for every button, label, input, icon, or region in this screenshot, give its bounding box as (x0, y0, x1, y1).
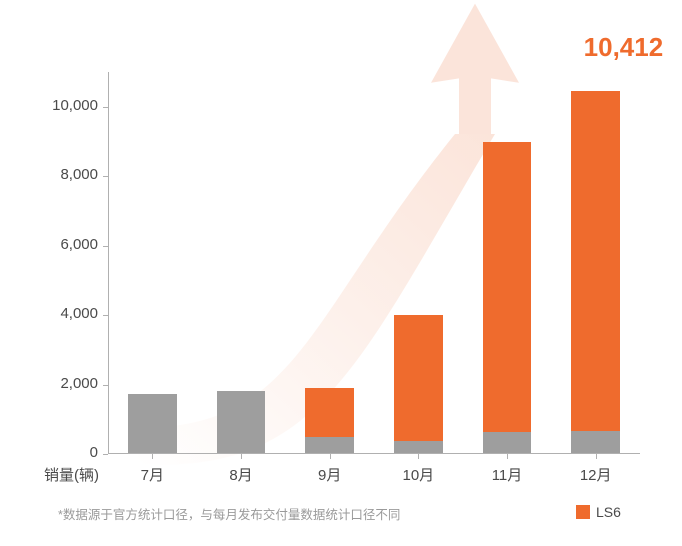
bar-ls6 (305, 388, 354, 437)
legend-swatch (576, 505, 590, 519)
x-axis-line (108, 453, 640, 454)
x-tick-mark (241, 454, 242, 459)
y-tick-label: 2,000 (60, 375, 98, 392)
x-tick-label: 8月 (211, 464, 271, 485)
y-tick-mark (103, 454, 108, 455)
y-tick-mark (103, 246, 108, 247)
x-tick-mark (418, 454, 419, 459)
x-tick-mark (152, 454, 153, 459)
y-tick-mark (103, 385, 108, 386)
x-tick-label: 9月 (300, 464, 360, 485)
bar-ls6 (394, 315, 443, 441)
x-tick-label: 11月 (477, 464, 537, 485)
footnote: *数据源于官方统计口径，与每月发布交付量数据统计口径不同 (58, 504, 400, 523)
y-tick-label: 8,000 (60, 166, 98, 183)
legend-label: LS6 (596, 504, 621, 520)
y-tick-mark (103, 107, 108, 108)
bar-base (483, 432, 532, 453)
bar-base (394, 441, 443, 454)
x-tick-mark (507, 454, 508, 459)
plot-area (108, 72, 640, 454)
bar-ls6 (483, 142, 532, 432)
y-tick-label: 6,000 (60, 236, 98, 253)
y-tick-label: 10,000 (52, 97, 98, 114)
x-tick-mark (596, 454, 597, 459)
bar-base (128, 394, 177, 453)
bar-base (217, 391, 266, 454)
y-tick-label: 0 (90, 444, 98, 461)
y-tick-mark (103, 315, 108, 316)
bar-base (571, 431, 620, 453)
y-axis-line (108, 72, 109, 454)
x-tick-label: 7月 (122, 464, 182, 485)
x-tick-label: 10月 (388, 464, 448, 485)
legend: LS6 (576, 504, 621, 520)
y-tick-mark (103, 176, 108, 177)
y-tick-label: 4,000 (60, 305, 98, 322)
y-axis-title: 销量(辆) (44, 464, 99, 485)
x-tick-mark (330, 454, 331, 459)
max-value-label: 10,412 (584, 32, 664, 63)
chart-container: { "chart": { "type": "bar", "background_… (0, 0, 682, 546)
x-tick-label: 12月 (566, 464, 626, 485)
chart-wrap: 0 2,000 4,000 6,000 8,000 10,000 7月 8月 9月 10月 11月… (0, 0, 682, 546)
bar-ls6 (571, 91, 620, 431)
bar-base (305, 437, 354, 453)
